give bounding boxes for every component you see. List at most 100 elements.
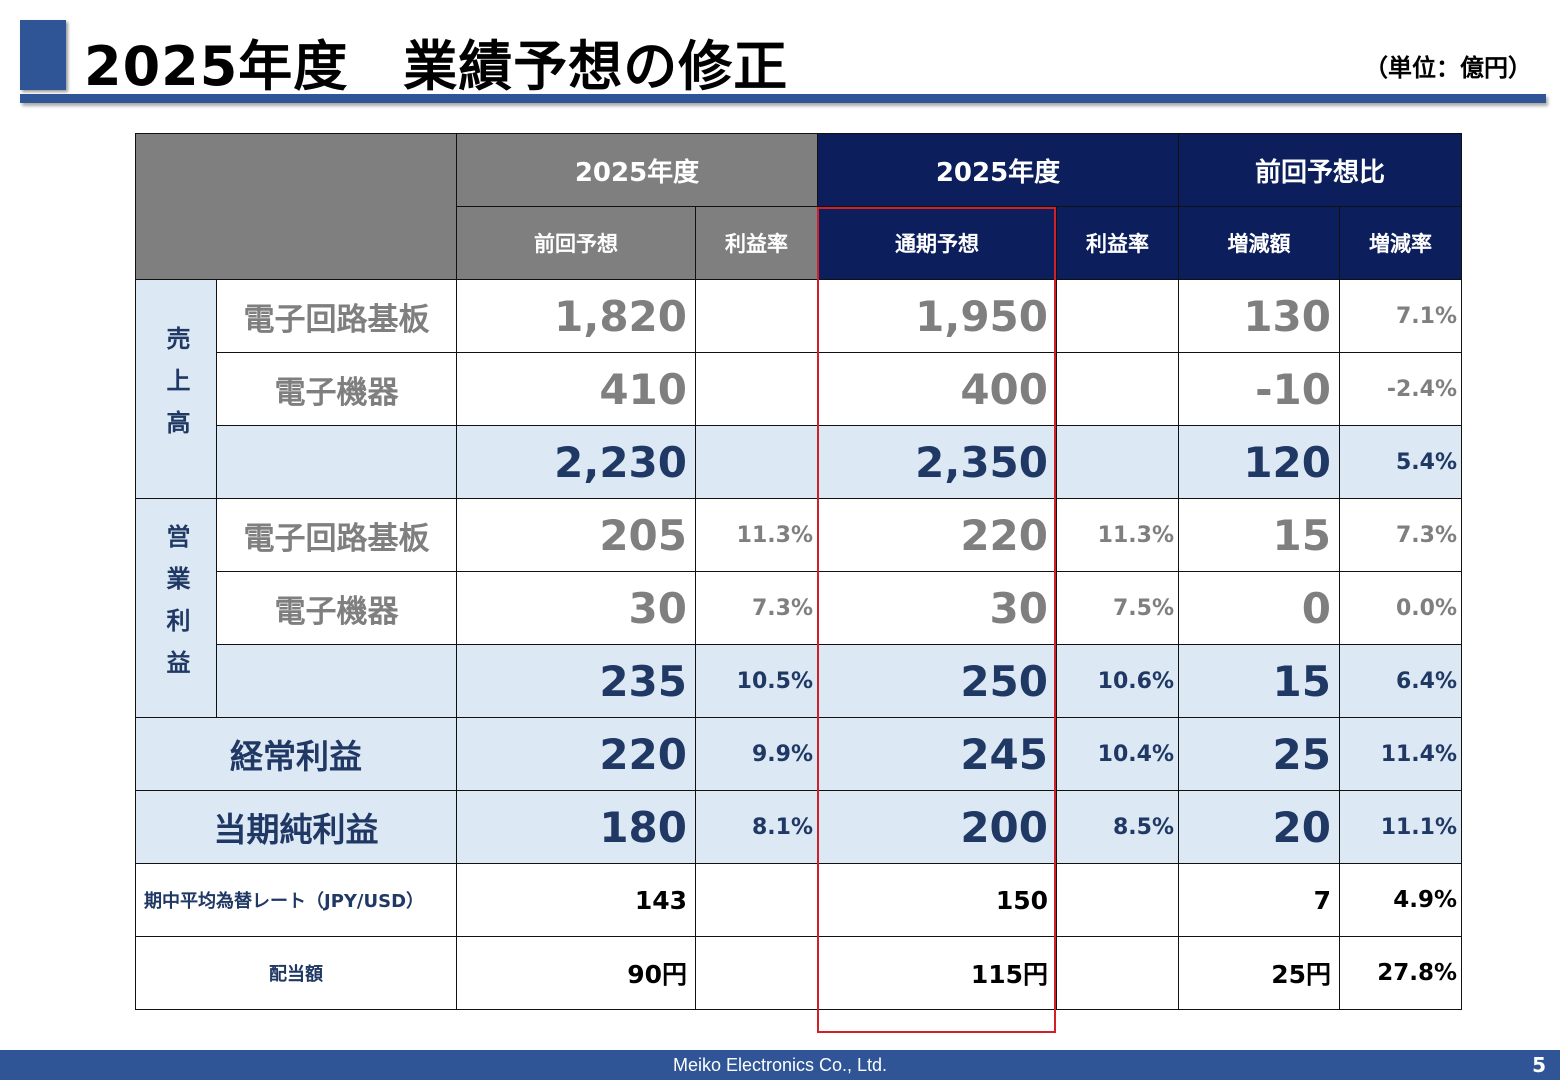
header-corner bbox=[135, 133, 457, 280]
table-row: 当期純利益 180 8.1% 200 8.5% 20 11.1% bbox=[135, 790, 1463, 864]
cur-forecast-value: 220 bbox=[817, 498, 1057, 572]
cur-forecast-value: 1,950 bbox=[817, 279, 1057, 353]
cur-forecast-value: 150 bbox=[817, 863, 1057, 937]
prev-forecast-value: 143 bbox=[456, 863, 696, 937]
prev-margin-value bbox=[695, 425, 818, 499]
prev-forecast-value: 90円 bbox=[456, 936, 696, 1010]
header-group-cur: 2025年度 bbox=[817, 133, 1179, 207]
prev-margin-value: 7.3% bbox=[695, 571, 818, 645]
row-label: 電子回路基板 bbox=[216, 279, 457, 353]
row-label: 経常利益 bbox=[135, 717, 457, 791]
cur-forecast-value: 400 bbox=[817, 352, 1057, 426]
group-label: 売上高 bbox=[135, 279, 217, 499]
cur-forecast-value: 115円 bbox=[817, 936, 1057, 1010]
diff-rate-value: 4.9% bbox=[1338, 863, 1463, 937]
prev-margin-value: 11.3% bbox=[695, 498, 818, 572]
prev-forecast-value: 410 bbox=[456, 352, 696, 426]
diff-amount-value: 130 bbox=[1178, 279, 1340, 353]
diff-amount-value: 15 bbox=[1178, 498, 1340, 572]
cur-margin-value bbox=[1056, 279, 1179, 353]
header-diff-amount: 増減額 bbox=[1178, 206, 1340, 280]
unit-label: （単位：億円） bbox=[1364, 54, 1532, 82]
cur-margin-value: 11.3% bbox=[1056, 498, 1179, 572]
title-accent-block bbox=[20, 20, 66, 90]
prev-margin-value: 10.5% bbox=[695, 644, 818, 718]
header-prev-forecast: 前回予想 bbox=[456, 206, 696, 280]
prev-forecast-value: 235 bbox=[456, 644, 696, 718]
cur-margin-value bbox=[1056, 863, 1179, 937]
total-label-blank bbox=[216, 425, 457, 499]
row-label: 電子機器 bbox=[216, 571, 457, 645]
prev-margin-value bbox=[695, 863, 818, 937]
title-underline bbox=[20, 94, 1546, 103]
prev-margin-value bbox=[695, 279, 818, 353]
diff-amount-value: 120 bbox=[1178, 425, 1340, 499]
prev-margin-value bbox=[695, 936, 818, 1010]
table-row-total: 2,230 2,350 120 5.4% bbox=[136, 425, 1463, 499]
header-cur-forecast: 通期予想 bbox=[817, 206, 1057, 280]
cur-margin-value: 8.5% bbox=[1056, 790, 1179, 864]
cur-forecast-value: 245 bbox=[817, 717, 1057, 791]
cur-forecast-value: 2,350 bbox=[817, 425, 1057, 499]
group-label: 営業利益 bbox=[135, 498, 217, 718]
cur-forecast-value: 30 bbox=[817, 571, 1057, 645]
page-number: 5 bbox=[1532, 1053, 1546, 1077]
diff-amount-value: 0 bbox=[1178, 571, 1340, 645]
prev-forecast-value: 180 bbox=[456, 790, 696, 864]
row-label: 配当額 bbox=[135, 936, 457, 1010]
row-label: 期中平均為替レート（JPY/USD） bbox=[135, 863, 457, 937]
forecast-table: 2025年度 2025年度 前回予想比 前回予想 利益率 通期予想 利益率 増減… bbox=[135, 133, 1463, 1010]
diff-amount-value: 25 bbox=[1178, 717, 1340, 791]
diff-amount-value: 7 bbox=[1178, 863, 1340, 937]
diff-rate-value: 11.4% bbox=[1338, 717, 1463, 791]
table-row: 期中平均為替レート（JPY/USD） 143 150 7 4.9% bbox=[135, 863, 1463, 937]
cur-margin-value bbox=[1056, 425, 1179, 499]
company-name: Meiko Electronics Co., Ltd. bbox=[672, 1055, 888, 1075]
prev-margin-value bbox=[695, 352, 818, 426]
cur-margin-value: 10.6% bbox=[1056, 644, 1179, 718]
table-row-total: 235 10.5% 250 10.6% 15 6.4% bbox=[136, 644, 1463, 718]
cur-margin-value bbox=[1056, 352, 1179, 426]
header-group-diff: 前回予想比 bbox=[1177, 133, 1463, 207]
diff-rate-value: 27.8% bbox=[1338, 936, 1463, 1010]
header-prev-margin: 利益率 bbox=[695, 206, 818, 280]
footer-bar: Meiko Electronics Co., Ltd. 5 bbox=[0, 1050, 1560, 1080]
diff-rate-value: 7.3% bbox=[1338, 498, 1463, 572]
cur-margin-value: 7.5% bbox=[1056, 571, 1179, 645]
prev-forecast-value: 220 bbox=[456, 717, 696, 791]
prev-margin-value: 9.9% bbox=[695, 717, 818, 791]
diff-amount-value: 20 bbox=[1178, 790, 1340, 864]
diff-rate-value: 11.1% bbox=[1338, 790, 1463, 864]
header-group-prev: 2025年度 bbox=[456, 133, 818, 207]
page-title: 2025年度 業績予想の修正 bbox=[84, 35, 789, 98]
table-row: 配当額 90円 115円 25円 27.8% bbox=[135, 936, 1463, 1010]
diff-rate-value: 7.1% bbox=[1338, 279, 1463, 353]
diff-rate-value: 0.0% bbox=[1338, 571, 1463, 645]
diff-amount-value: 25円 bbox=[1178, 936, 1340, 1010]
prev-forecast-value: 30 bbox=[456, 571, 696, 645]
row-label: 電子機器 bbox=[216, 352, 457, 426]
header-cur-margin: 利益率 bbox=[1056, 206, 1179, 280]
cur-margin-value bbox=[1056, 936, 1179, 1010]
header-diff-rate: 増減率 bbox=[1338, 206, 1463, 280]
prev-margin-value: 8.1% bbox=[695, 790, 818, 864]
table-row: 営業利益 電子回路基板 205 11.3% 220 11.3% 15 7.3% bbox=[135, 498, 1463, 718]
diff-rate-value: 5.4% bbox=[1338, 425, 1463, 499]
prev-forecast-value: 1,820 bbox=[456, 279, 696, 353]
diff-amount-value: -10 bbox=[1178, 352, 1340, 426]
diff-rate-value: -2.4% bbox=[1338, 352, 1463, 426]
row-label: 電子回路基板 bbox=[216, 498, 457, 572]
table-row: 電子機器 30 7.3% 30 7.5% 0 0.0% bbox=[136, 571, 1463, 645]
prev-forecast-value: 205 bbox=[456, 498, 696, 572]
cur-forecast-value: 250 bbox=[817, 644, 1057, 718]
table-row: 経常利益 220 9.9% 245 10.4% 25 11.4% bbox=[135, 717, 1463, 791]
diff-amount-value: 15 bbox=[1178, 644, 1340, 718]
cur-forecast-value: 200 bbox=[817, 790, 1057, 864]
diff-rate-value: 6.4% bbox=[1338, 644, 1463, 718]
row-label: 当期純利益 bbox=[135, 790, 457, 864]
prev-forecast-value: 2,230 bbox=[456, 425, 696, 499]
total-label-blank bbox=[216, 644, 457, 718]
cur-margin-value: 10.4% bbox=[1056, 717, 1179, 791]
table-row: 売上高 電子回路基板 1,820 1,950 130 7.1% bbox=[135, 279, 1463, 499]
table-row: 電子機器 410 400 -10 -2.4% bbox=[136, 352, 1463, 426]
